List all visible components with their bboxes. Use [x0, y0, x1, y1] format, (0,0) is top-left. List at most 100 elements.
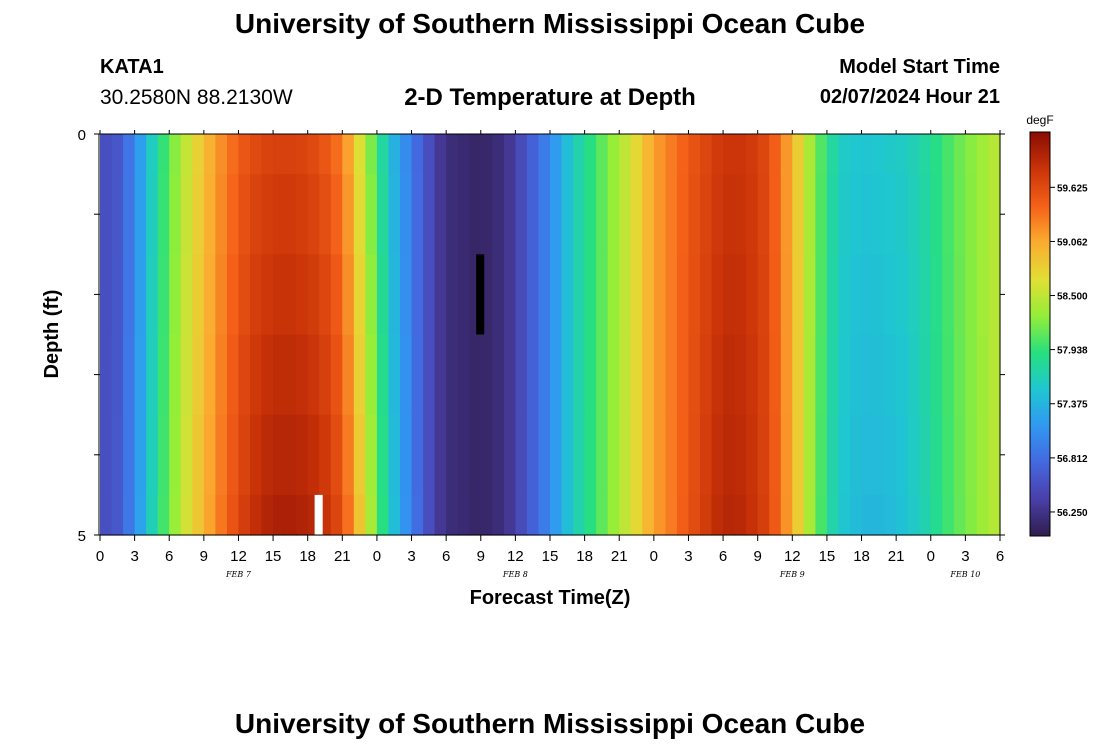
heatmap-cell	[642, 494, 655, 536]
heatmap-cell	[630, 174, 643, 255]
x-tick-label: 6	[996, 548, 1004, 565]
x-tick-label: 12	[784, 548, 801, 565]
heatmap-cell	[492, 334, 505, 416]
x-tick-label: 12	[230, 548, 247, 565]
x-tick-label: 21	[888, 548, 905, 565]
heatmap-cell	[434, 174, 447, 255]
colorbar: 59.625 59.062 58.500 57.938 57.375 56.812 56.2…	[1026, 113, 1088, 537]
heatmap-cell	[353, 134, 366, 175]
heatmap-cell	[780, 254, 793, 336]
heatmap-cell	[884, 134, 897, 175]
heatmap-cell	[573, 414, 586, 496]
heatmap-cell	[123, 414, 136, 496]
heatmap-cell	[873, 174, 886, 255]
heatmap-cell	[976, 494, 990, 536]
heatmap-cell	[238, 414, 251, 496]
heatmap-cell	[180, 254, 193, 336]
heatmap-cell	[907, 414, 920, 496]
heatmap-cell	[111, 494, 124, 536]
heatmap-cell	[976, 414, 990, 496]
heatmap-cell	[342, 254, 355, 336]
heatmap-cell	[203, 414, 216, 496]
heatmap-cell	[284, 494, 297, 536]
heatmap-cell	[203, 134, 216, 175]
heatmap-cell	[907, 254, 920, 336]
y-axis: 05	[78, 127, 1005, 545]
heatmap-cell	[123, 494, 136, 536]
heatmap-cell	[423, 494, 436, 536]
heatmap-cell	[653, 494, 666, 536]
heatmap-cell	[642, 254, 655, 336]
heatmap-cell	[988, 494, 1001, 536]
heatmap-cell	[169, 174, 182, 255]
heatmap-cell	[146, 254, 159, 336]
heatmap-cell	[238, 334, 251, 416]
heatmap-cell	[607, 494, 620, 536]
heatmap-cell	[792, 254, 805, 336]
heatmap-cell	[111, 414, 124, 496]
heatmap-cell	[180, 494, 193, 536]
x-tick-label: 9	[200, 548, 208, 565]
heatmap-cell	[400, 334, 413, 416]
heatmap-cell	[884, 174, 897, 255]
heatmap-cell	[146, 334, 159, 416]
heatmap-cell	[457, 414, 470, 496]
x-tick-label: 6	[165, 548, 173, 565]
date-label: FEB 7	[225, 570, 252, 579]
heatmap-cell	[330, 134, 343, 175]
heatmap-cell	[873, 134, 886, 175]
heatmap-cell	[388, 134, 401, 175]
heatmap-cell	[688, 134, 701, 175]
heatmap-cell	[803, 174, 816, 255]
x-tick-label: 18	[299, 548, 316, 565]
heatmap-cell	[434, 134, 447, 175]
heatmap-cell	[342, 334, 355, 416]
heatmap-cell	[226, 334, 240, 416]
heatmap-cell	[700, 174, 713, 255]
heatmap-cell	[584, 134, 597, 175]
heatmap-cell	[457, 134, 470, 175]
heatmap-cell	[526, 334, 540, 416]
heatmap-cell	[538, 174, 551, 255]
heatmap-cell	[838, 334, 851, 416]
heatmap-cell	[619, 254, 632, 336]
heatmap-cell	[388, 334, 401, 416]
heatmap-cell	[296, 414, 309, 496]
heatmap-cell	[169, 494, 182, 536]
heatmap-cell	[619, 174, 632, 255]
heatmap-cell	[238, 254, 251, 336]
heatmap-cell	[642, 134, 655, 175]
heatmap-cell	[480, 134, 493, 175]
x-tick-label: 21	[334, 548, 351, 565]
heatmap-cell	[803, 494, 816, 536]
heatmap-cell	[353, 334, 366, 416]
heatmap-cell	[573, 494, 586, 536]
heatmap-cell	[769, 254, 782, 336]
heatmap-cell	[930, 334, 943, 416]
heatmap-cell	[330, 254, 343, 336]
heatmap-cell	[134, 254, 147, 336]
heatmap-cell	[157, 254, 170, 336]
heatmap-cell	[296, 334, 309, 416]
heatmap-cell	[573, 174, 586, 255]
heatmap-cell	[365, 334, 378, 416]
heatmap-cell	[873, 494, 886, 536]
station-id: KATA1	[100, 56, 164, 78]
model-start-label: Model Start Time	[839, 56, 1000, 78]
heatmap-cell	[942, 494, 955, 536]
heatmap-cell	[884, 334, 897, 416]
heatmap-cell	[515, 494, 528, 536]
heatmap-cell	[146, 494, 159, 536]
heatmap-cell	[284, 174, 297, 255]
heatmap-cell	[250, 414, 263, 496]
heatmap-cell	[169, 134, 182, 175]
heatmap-cell	[573, 334, 586, 416]
x-tick-label: 0	[373, 548, 381, 565]
heatmap-cell	[907, 334, 920, 416]
heatmap-cell	[723, 334, 736, 416]
heatmap-cell	[330, 414, 343, 496]
heatmap-cell	[896, 494, 909, 536]
heatmap-cell	[469, 414, 482, 496]
heatmap-cell	[919, 494, 932, 536]
heatmap-cell	[446, 254, 459, 336]
